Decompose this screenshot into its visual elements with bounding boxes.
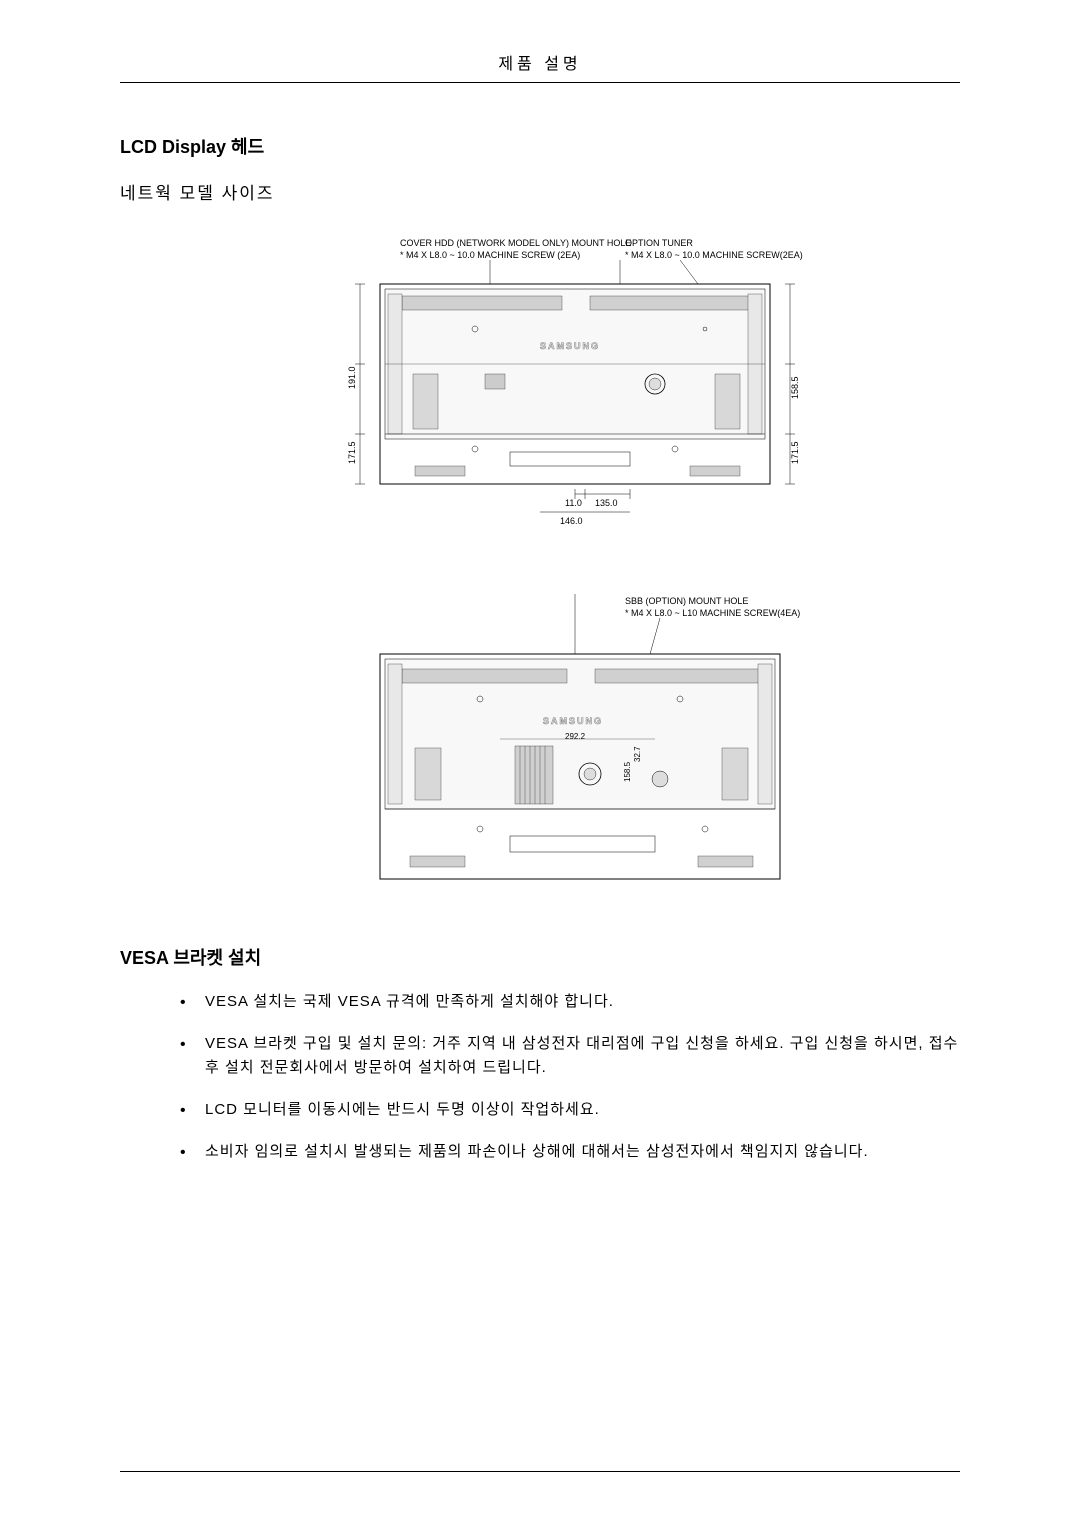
bullet-item: 소비자 임의로 설치시 발생되는 제품의 파손이나 상해에 대해서는 삼성전자에… xyxy=(180,1140,960,1164)
diagram2-dim-1: 292.2 xyxy=(565,732,586,741)
diagram-1-container: COVER HDD (NETWORK MODEL ONLY) MOUNT HOL… xyxy=(120,234,960,544)
diagram1-dim-bottom-1: 11.0 xyxy=(565,498,582,508)
diagram1-dim-bottom-3: 146.0 xyxy=(560,516,583,526)
diagram-2: SBB (OPTION) MOUNT HOLE * M4 X L8.0 ~ L1… xyxy=(260,584,820,904)
bullet-item: VESA 설치는 국제 VESA 규격에 만족하게 설치해야 합니다. xyxy=(180,990,960,1014)
bullet-item: VESA 브라켓 구입 및 설치 문의: 거주 지역 내 삼성전자 대리점에 구… xyxy=(180,1032,960,1080)
diagram2-sbb-label2: * M4 X L8.0 ~ L10 MACHINE SCREW(4EA) xyxy=(625,608,800,618)
page-header: 제품 설명 xyxy=(120,50,960,83)
vesa-bullet-list: VESA 설치는 국제 VESA 규격에 만족하게 설치해야 합니다. VESA… xyxy=(120,990,960,1164)
diagram1-dim-right-bottom: 171.5 xyxy=(790,441,800,464)
footer-divider xyxy=(120,1471,960,1472)
subsection-title-network: 네트웍 모델 사이즈 xyxy=(120,179,960,204)
diagram1-tuner-label1: OPTION TUNER xyxy=(625,238,693,248)
bullet-item: LCD 모니터를 이동시에는 반드시 두명 이상이 작업하세요. xyxy=(180,1098,960,1122)
section-title-lcd: LCD Display 헤드 xyxy=(120,133,960,159)
diagram2-dim-3: 32.7 xyxy=(633,746,642,762)
diagram1-dim-left-top: 191.0 xyxy=(347,366,357,389)
diagram1-brand: SAMSUNG xyxy=(540,341,600,351)
diagram1-dim-bottom-2: 135.0 xyxy=(595,498,618,508)
diagram-1: COVER HDD (NETWORK MODEL ONLY) MOUNT HOL… xyxy=(260,234,820,544)
section-title-vesa: VESA 브라켓 설치 xyxy=(120,944,960,970)
diagram1-hdd-label1: COVER HDD (NETWORK MODEL ONLY) MOUNT HOL… xyxy=(400,238,631,248)
diagram1-hdd-label2: * M4 X L8.0 ~ 10.0 MACHINE SCREW (2EA) xyxy=(400,250,580,260)
diagram2-dim-2: 158.5 xyxy=(623,761,632,782)
diagram1-dim-right-top: 158.5 xyxy=(790,376,800,399)
diagram1-dim-left-bottom: 171.5 xyxy=(347,441,357,464)
diagram2-sbb-label1: SBB (OPTION) MOUNT HOLE xyxy=(625,596,748,606)
diagram-2-container: SBB (OPTION) MOUNT HOLE * M4 X L8.0 ~ L1… xyxy=(120,584,960,904)
diagram1-tuner-label2: * M4 X L8.0 ~ 10.0 MACHINE SCREW(2EA) xyxy=(625,250,803,260)
diagram2-brand: SAMSUNG xyxy=(543,716,603,726)
